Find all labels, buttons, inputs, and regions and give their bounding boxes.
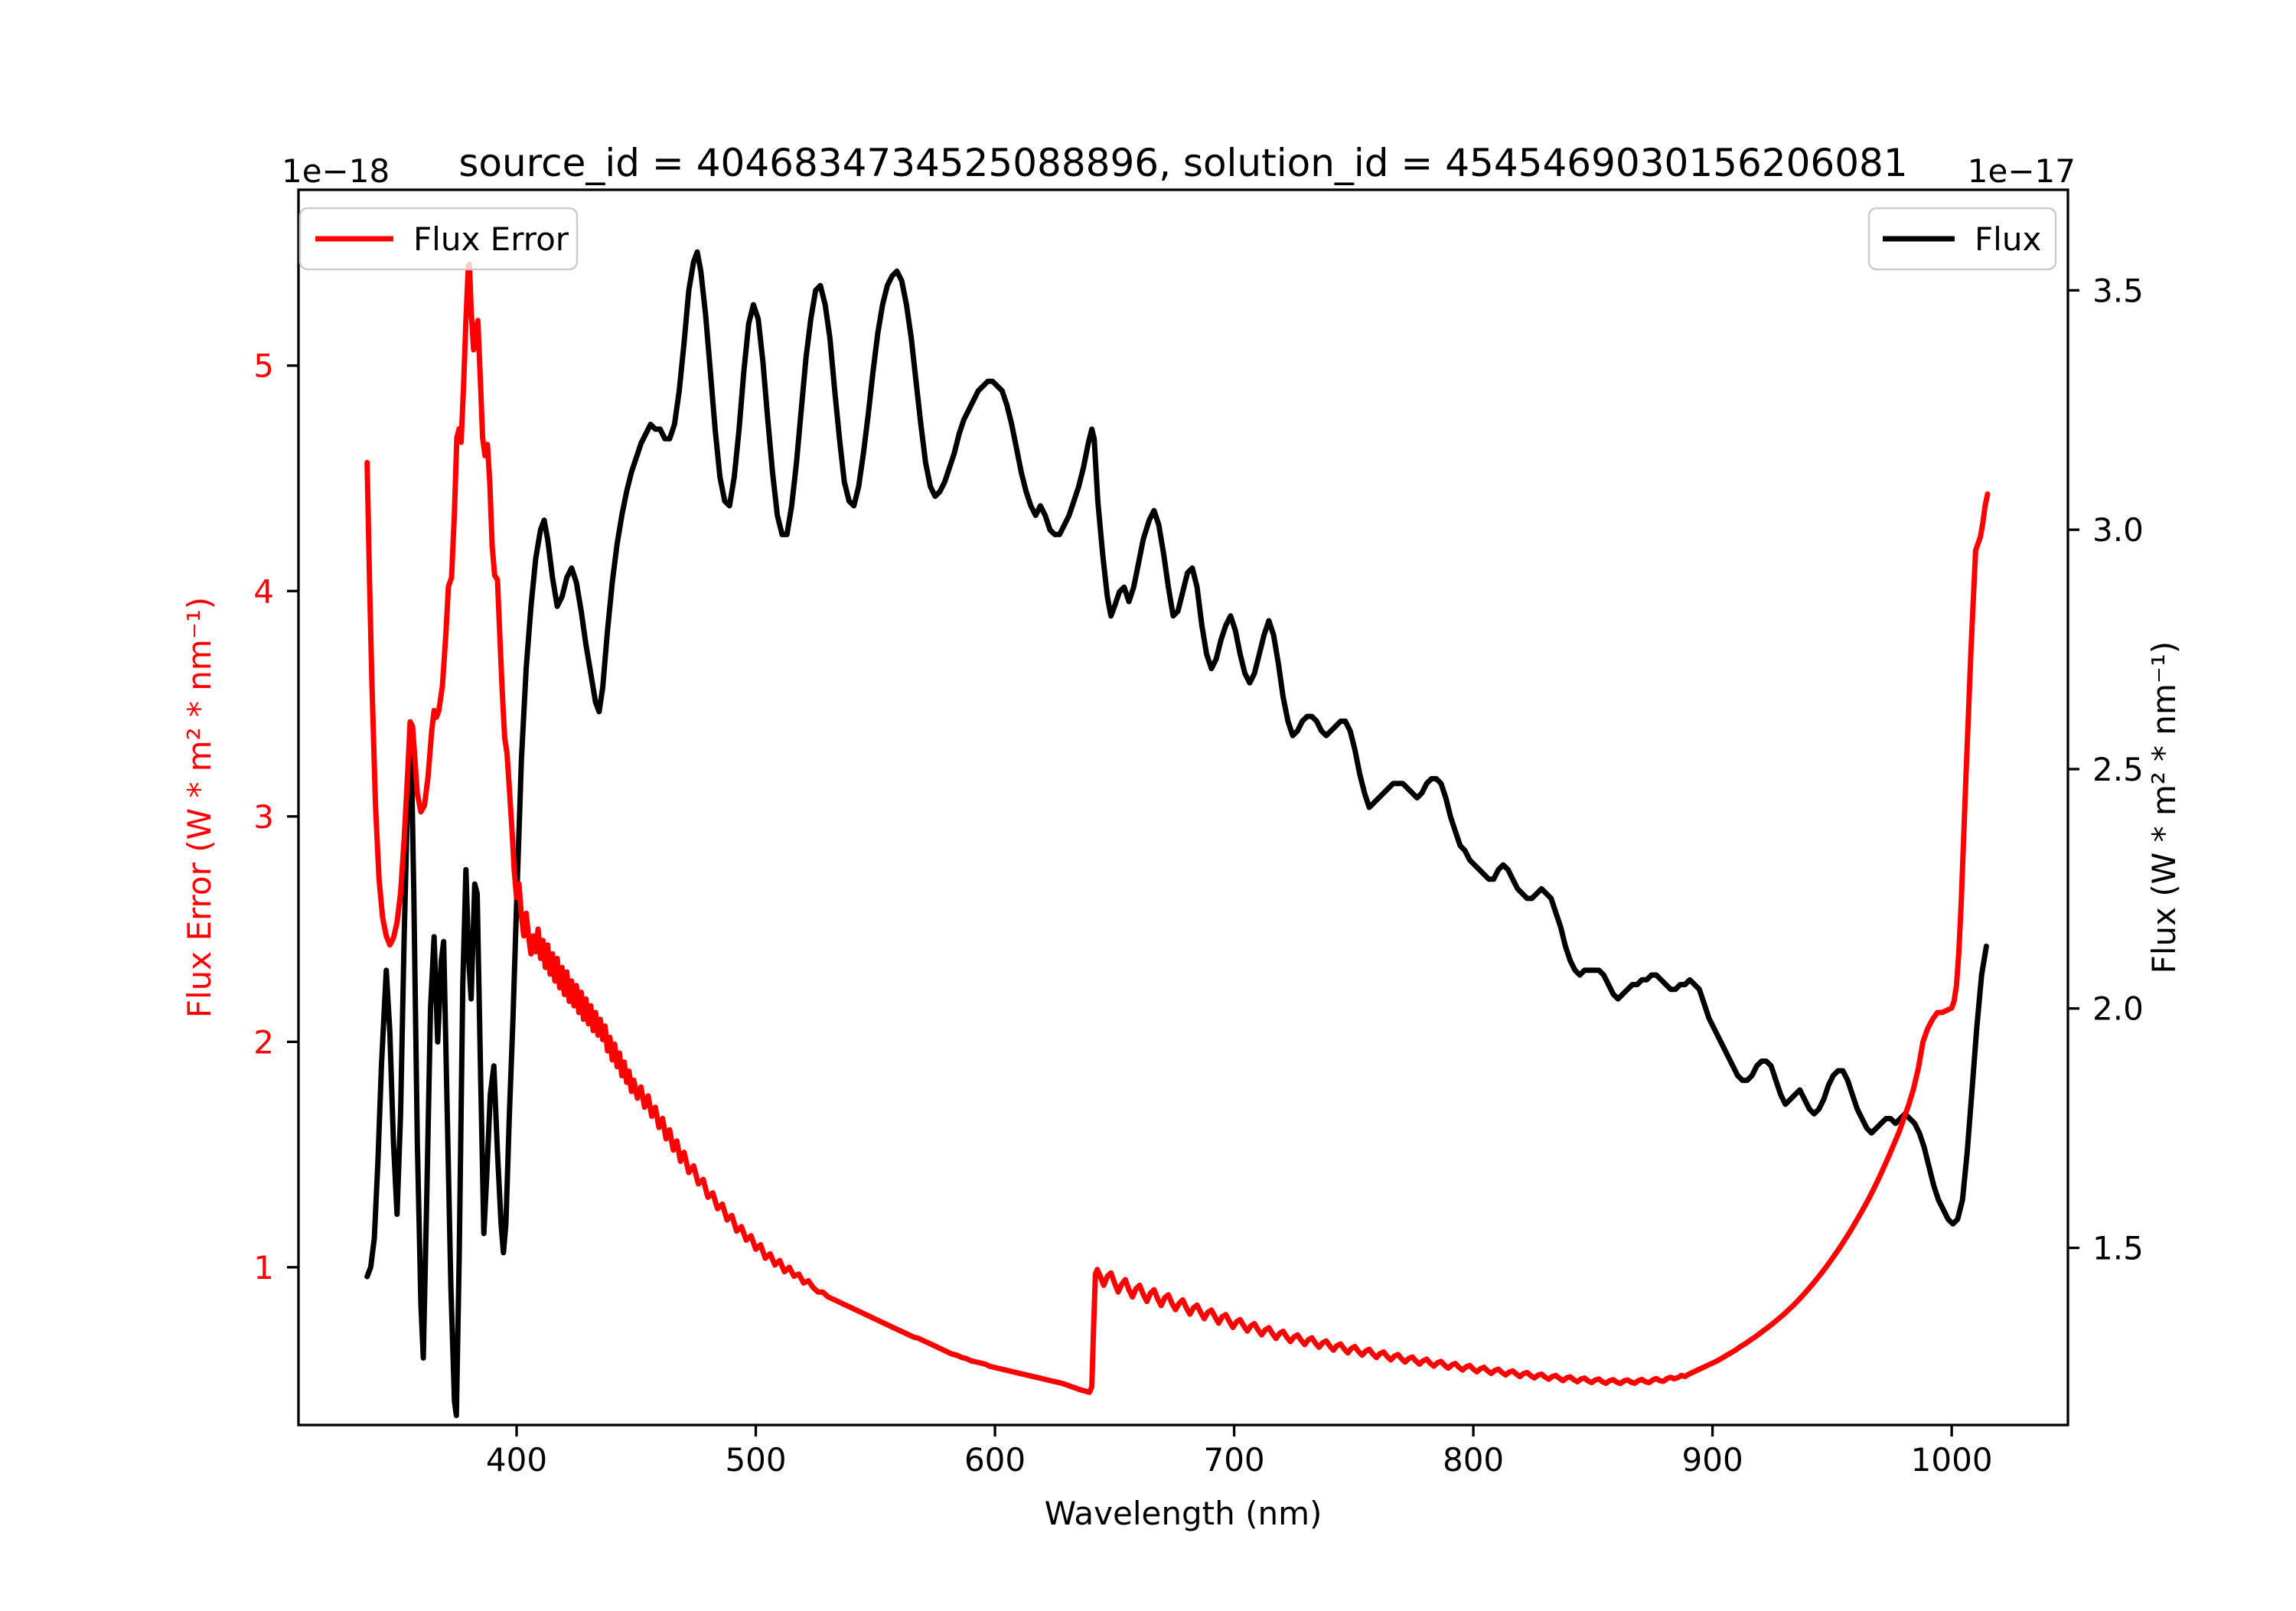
legend-flux: Flux [1867, 207, 2057, 271]
y-right-tick-label: 2.5 [2092, 751, 2144, 788]
y-right-tick-label: 3.5 [2092, 272, 2144, 309]
legend-flux-error-label: Flux Error [413, 220, 569, 258]
y-left-tick-label: 3 [253, 798, 274, 836]
y-left-tick-label: 1 [253, 1249, 274, 1287]
y-right-tick-label: 2.0 [2092, 990, 2144, 1028]
x-tick-label: 900 [1682, 1441, 1743, 1479]
x-tick-label: 1000 [1911, 1441, 1993, 1479]
y-left-axis-label: Flux Error (W * m² * nm⁻¹) [181, 597, 218, 1018]
right-axis-offset-label: 1e−17 [1968, 152, 2076, 190]
y-left-tick-label: 2 [253, 1023, 274, 1061]
x-tick-label: 700 [1203, 1441, 1264, 1479]
legend-flux-error: Flux Error [298, 207, 579, 271]
plot-title: source_id = 4046834734525088896, solutio… [458, 141, 1907, 185]
y-left-tick-label: 4 [253, 572, 274, 610]
y-left-tick-label: 5 [253, 347, 274, 385]
x-tick-label: 400 [486, 1441, 547, 1479]
x-axis-label: Wavelength (nm) [1045, 1495, 1322, 1532]
y-right-axis-label: Flux (W * m² * nm⁻¹) [2145, 641, 2183, 974]
y-right-tick-label: 1.5 [2092, 1230, 2144, 1267]
series-line-flux-error [364, 261, 1991, 1395]
left-axis-offset-label: 1e−18 [282, 152, 390, 190]
x-tick-label: 500 [725, 1441, 786, 1479]
plot-border [297, 188, 2069, 1427]
x-tick-label: 600 [964, 1441, 1026, 1479]
series-line-flux [364, 249, 1989, 1418]
legend-flux-label: Flux [1975, 220, 2041, 258]
x-tick-label: 800 [1443, 1441, 1504, 1479]
legend-flux-box [1867, 207, 2057, 271]
y-right-tick-label: 3.0 [2092, 511, 2144, 549]
legend-flux-error-box [298, 207, 579, 271]
